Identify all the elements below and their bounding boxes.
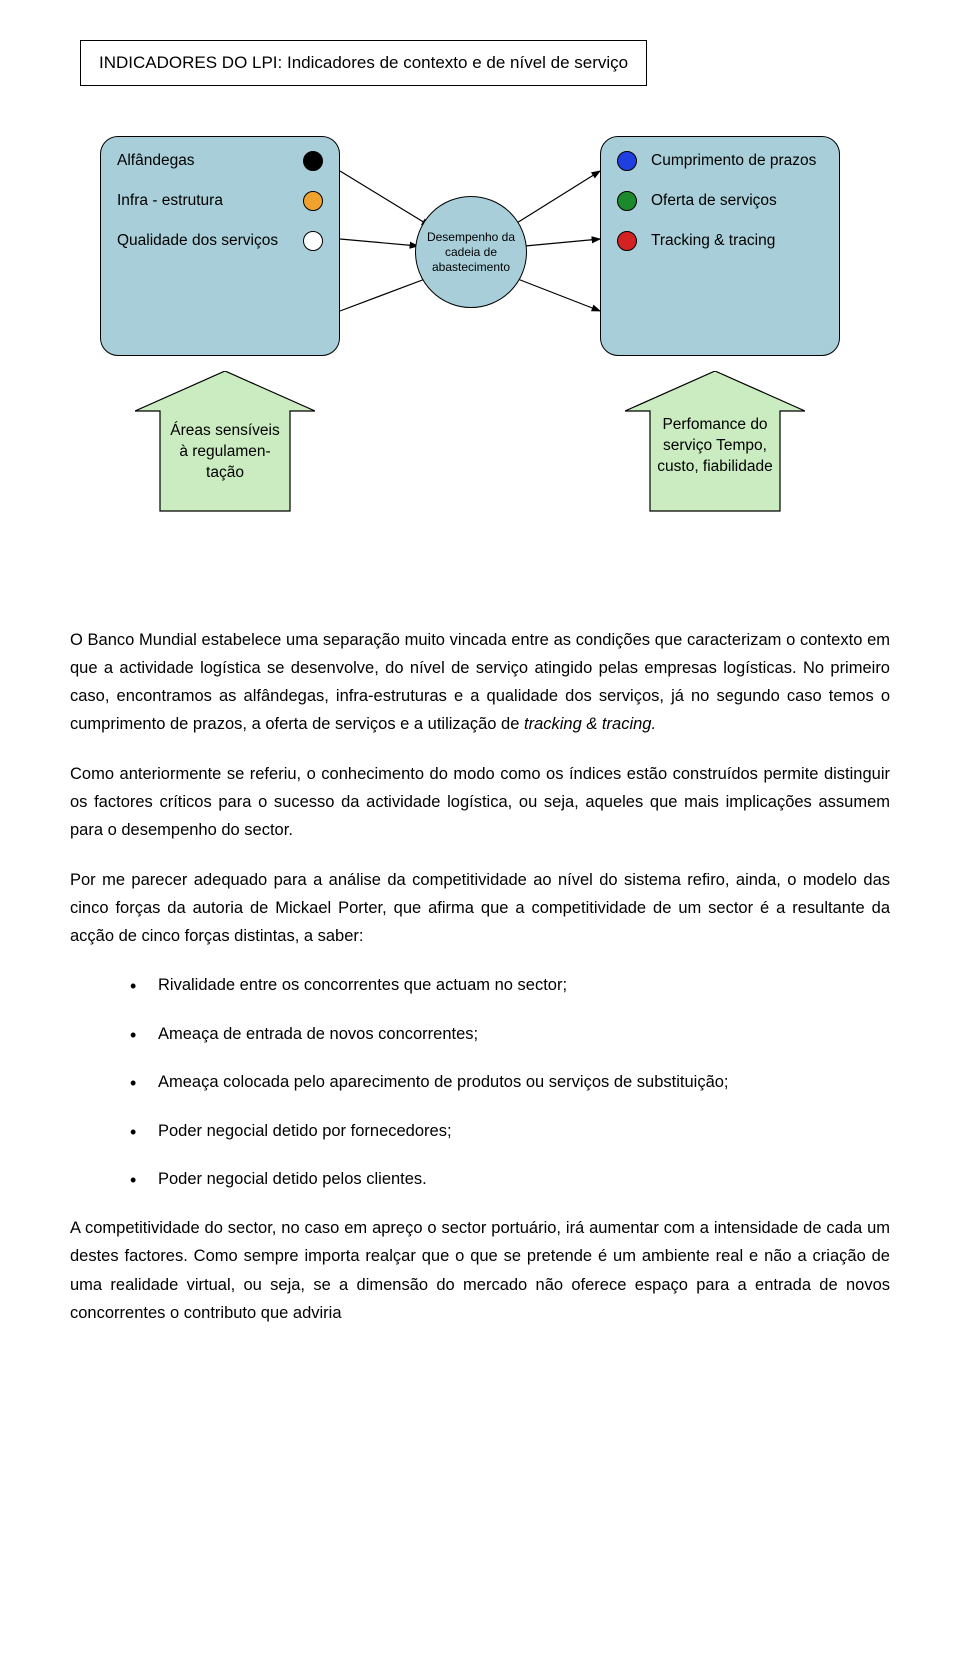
right-arrow-label: Perfomance do serviço Tempo, custo, fiab… bbox=[655, 415, 775, 478]
indicator-dot bbox=[617, 151, 637, 171]
panel-row: Cumprimento de prazos bbox=[617, 151, 823, 171]
bullet-item: Poder negocial detido pelos clientes. bbox=[130, 1166, 890, 1192]
panel-row: Oferta de serviços bbox=[617, 191, 823, 211]
title-box: INDICADORES DO LPI: Indicadores de conte… bbox=[80, 40, 647, 86]
paragraph-4: A competitividade do sector, no caso em … bbox=[70, 1214, 890, 1326]
bullet-list: Rivalidade entre os concorrentes que act… bbox=[130, 972, 890, 1192]
indicator-dot bbox=[617, 231, 637, 251]
panel-row-label: Oferta de serviços bbox=[651, 191, 823, 211]
p1-text: O Banco Mundial estabelece uma separação… bbox=[70, 631, 890, 733]
left-arrow-label: Áreas sensíveis à regulamen-tação bbox=[165, 421, 285, 484]
bullet-item: Poder negocial detido por fornecedores; bbox=[130, 1118, 890, 1144]
center-label: Desempenho da cadeia de abastecimento bbox=[424, 230, 518, 275]
body-text: O Banco Mundial estabelece uma separação… bbox=[70, 626, 890, 1327]
left-panel: Alfândegas Infra - estrutura Qualidade dos… bbox=[100, 136, 340, 356]
right-arrow: Perfomance do serviço Tempo, custo, fiab… bbox=[625, 371, 805, 521]
center-circle: Desempenho da cadeia de abastecimento bbox=[415, 196, 527, 308]
panel-row-label: Infra - estrutura bbox=[117, 191, 303, 211]
right-panel: Cumprimento de prazos Oferta de serviços T… bbox=[600, 136, 840, 356]
indicator-dot bbox=[303, 231, 323, 251]
indicator-dot bbox=[617, 191, 637, 211]
indicator-dot bbox=[303, 151, 323, 171]
panel-row: Infra - estrutura bbox=[117, 191, 323, 211]
panel-row-label: Tracking & tracing bbox=[651, 231, 823, 251]
lpi-diagram: Alfândegas Infra - estrutura Qualidade dos… bbox=[70, 136, 890, 566]
panel-row: Qualidade dos serviços bbox=[117, 231, 323, 251]
panel-row-label: Cumprimento de prazos bbox=[651, 151, 823, 171]
p1-italic: tracking & tracing. bbox=[524, 715, 656, 733]
title-text: INDICADORES DO LPI: Indicadores de conte… bbox=[99, 53, 628, 72]
panel-row: Tracking & tracing bbox=[617, 231, 823, 251]
bullet-item: Ameaça de entrada de novos concorrentes; bbox=[130, 1021, 890, 1047]
paragraph-2: Como anteriormente se referiu, o conheci… bbox=[70, 760, 890, 844]
paragraph-1: O Banco Mundial estabelece uma separação… bbox=[70, 626, 890, 738]
left-arrow: Áreas sensíveis à regulamen-tação bbox=[135, 371, 315, 521]
bullet-item: Ameaça colocada pelo aparecimento de pro… bbox=[130, 1069, 890, 1095]
bullet-item: Rivalidade entre os concorrentes que act… bbox=[130, 972, 890, 998]
paragraph-3: Por me parecer adequado para a análise d… bbox=[70, 866, 890, 950]
panel-row-label: Alfândegas bbox=[117, 151, 303, 171]
panel-row: Alfândegas bbox=[117, 151, 323, 171]
panel-row-label: Qualidade dos serviços bbox=[117, 231, 303, 251]
indicator-dot bbox=[303, 191, 323, 211]
